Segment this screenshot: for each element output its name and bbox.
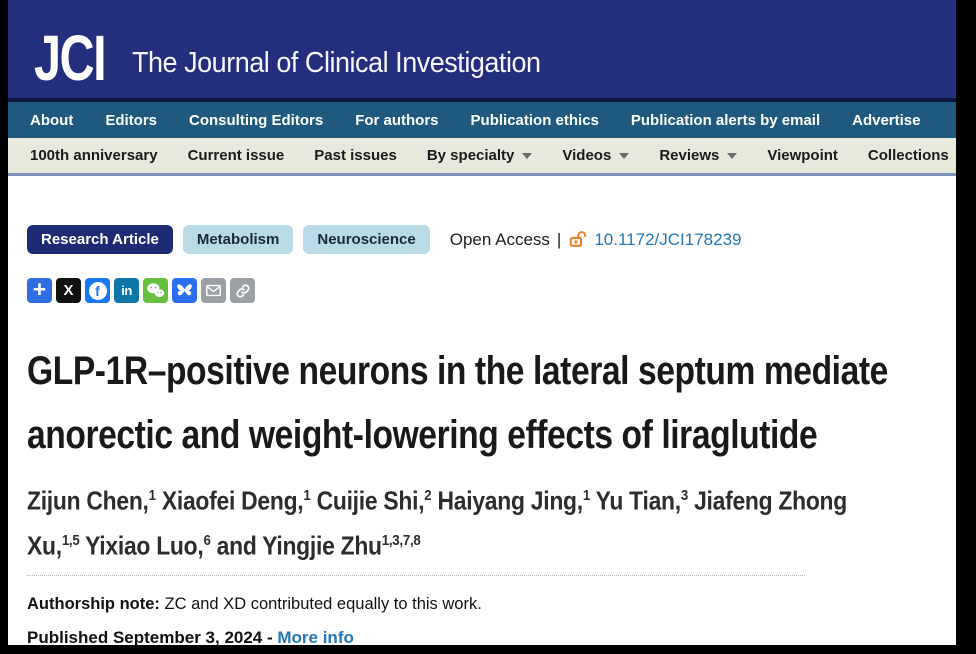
primary-nav: About Editors Consulting Editors For author… (8, 102, 956, 138)
jci-logo[interactable]: JCI (34, 21, 107, 94)
section-divider (27, 575, 805, 577)
author-line-2: Xu,1,5 Yixiao Luo,6 and Yingjie Zhu1,3,7… (27, 530, 421, 561)
nav-item-videos[interactable]: Videos (562, 147, 630, 164)
author-list: Zijun Chen,1 Xiaofei Deng,1 Cuijie Shi,2… (27, 476, 956, 565)
nav-item-for-authors[interactable]: For authors (355, 111, 439, 129)
journal-masthead: JCI The Journal of Clinical Investigatio… (8, 0, 956, 102)
doi-link[interactable]: 10.1172/JCI178239 (594, 229, 742, 249)
published-date: Published September 3, 2024 - (27, 628, 278, 645)
category-badges: Metabolism Neuroscience (182, 225, 430, 254)
dropdown-arrow-icon (619, 152, 630, 159)
nav-item-past-issues[interactable]: Past issues (314, 147, 397, 164)
category-badge-neuroscience[interactable]: Neuroscience (303, 225, 430, 254)
nav-item-publication-ethics[interactable]: Publication ethics (470, 111, 599, 129)
share-bar: + X f in (27, 278, 956, 303)
journal-title: The Journal of Clinical Investigation (132, 47, 541, 79)
nav-item-about[interactable]: About (30, 111, 74, 129)
authorship-note-text: ZC and XD contributed equally to this wo… (159, 595, 482, 614)
authorship-note-label: Authorship note: (27, 595, 160, 614)
email-icon[interactable] (201, 278, 226, 303)
nav-item-collections[interactable]: Collections (867, 147, 949, 164)
badge-row: Research Article Metabolism Neuroscience … (27, 225, 956, 254)
secondary-nav: 100th anniversary Current issue Past issue… (8, 138, 956, 176)
bluesky-butterfly-icon[interactable] (172, 278, 197, 303)
nav-item-100th-anniversary[interactable]: 100th anniversary (30, 147, 158, 164)
nav-item-publication-alerts-by-email[interactable]: Publication alerts by email (630, 111, 821, 129)
share-plus-icon[interactable]: + (27, 278, 52, 303)
wechat-icon[interactable] (143, 278, 168, 303)
more-info-link[interactable]: More info (277, 628, 354, 645)
dropdown-arrow-icon (727, 152, 738, 159)
article-title-line-1: GLP-1R–positive neurons in the lateral s… (27, 349, 888, 393)
article-title: GLP-1R–positive neurons in the lateral s… (27, 339, 956, 467)
article-type-badge[interactable]: Research Article (27, 225, 173, 254)
copy-link-icon[interactable] (230, 278, 255, 303)
nav-item-consulting-editors[interactable]: Consulting Editors (189, 111, 324, 129)
nav-item-viewpoint[interactable]: Viewpoint (767, 147, 838, 164)
facebook-icon[interactable]: f (85, 278, 110, 303)
article-header: Research Article Metabolism Neuroscience … (8, 176, 956, 645)
nav-item-advertise[interactable]: Advertise (852, 111, 921, 129)
dropdown-arrow-icon (522, 152, 533, 159)
nav-item-editors[interactable]: Editors (105, 111, 158, 129)
open-access-row: Open Access | 10.1172/JCI178239 (450, 230, 742, 250)
nav-item-reviews[interactable]: Reviews (659, 147, 738, 164)
published-row: Published September 3, 2024 - More info (27, 628, 956, 645)
authorship-note: Authorship note: ZC and XD contributed e… (27, 595, 956, 614)
article-title-line-2: anorectic and weight-lowering effects of… (27, 413, 818, 457)
open-access-label: Open Access (449, 229, 550, 249)
category-badge-metabolism[interactable]: Metabolism (182, 225, 294, 254)
nav-item-current-issue[interactable]: Current issue (187, 147, 285, 164)
x-twitter-icon[interactable]: X (56, 278, 81, 303)
linkedin-icon[interactable]: in (114, 278, 139, 303)
nav-item-by-specialty[interactable]: By specialty (427, 147, 533, 164)
browser-page: JCI The Journal of Clinical Investigatio… (8, 0, 956, 645)
open-access-separator: | (556, 229, 562, 249)
author-line-1: Zijun Chen,1 Xiaofei Deng,1 Cuijie Shi,2… (27, 485, 847, 516)
open-access-lock-icon (568, 230, 587, 249)
